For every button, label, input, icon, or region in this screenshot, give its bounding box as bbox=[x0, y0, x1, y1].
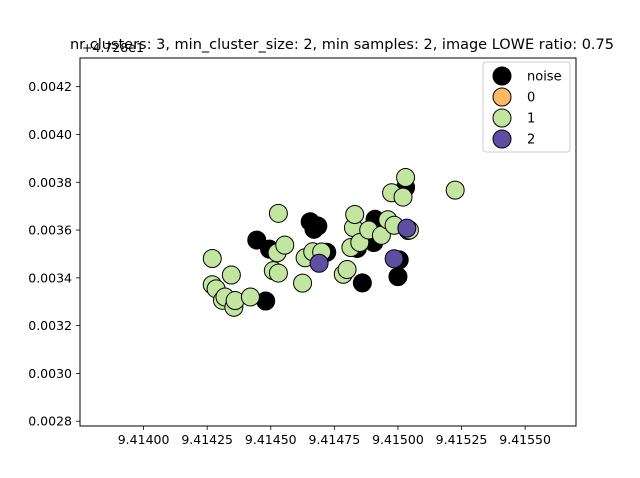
x-tick-label: 9.41500 bbox=[372, 432, 424, 447]
data-point-cluster-2 bbox=[384, 249, 404, 269]
y-tick-label: 0.0036 bbox=[28, 223, 72, 238]
data-point-cluster-1 bbox=[221, 265, 241, 285]
x-tick-label: 9.41400 bbox=[118, 432, 170, 447]
legend: noise 0 1 2 bbox=[482, 61, 571, 153]
data-point-cluster-1 bbox=[337, 259, 357, 279]
chart-title: nr clusters: 3, min_cluster_size: 2, min… bbox=[70, 37, 614, 53]
y-tick-label: 0.0030 bbox=[28, 366, 72, 381]
data-point-cluster-1 bbox=[445, 180, 465, 200]
data-point-cluster-1 bbox=[393, 187, 413, 207]
x-axis: 9.41400 9.41425 9.41450 9.41475 9.41500 9.415… bbox=[118, 426, 551, 447]
y-axis: 0.0028 0.0030 0.0032 0.0034 0.0036 0.0038 0.00… bbox=[28, 79, 80, 429]
y-axis-offset-label: +4.728e1 bbox=[82, 40, 144, 55]
data-point-cluster-2 bbox=[309, 253, 329, 273]
y-tick-label: 0.0040 bbox=[28, 127, 72, 142]
legend-marker-cluster-0 bbox=[492, 87, 512, 107]
legend-label: noise bbox=[527, 70, 562, 85]
legend-label: 1 bbox=[527, 112, 535, 127]
x-tick-label: 9.41550 bbox=[499, 432, 551, 447]
data-point-cluster-1 bbox=[268, 263, 288, 283]
x-tick-label: 9.41475 bbox=[309, 432, 361, 447]
data-point-cluster-1 bbox=[202, 248, 222, 268]
plot-border bbox=[79, 57, 577, 427]
y-tick-label: 0.0032 bbox=[28, 318, 72, 333]
data-point-noise bbox=[352, 273, 372, 293]
legend-label: 0 bbox=[527, 91, 535, 106]
legend-marker-noise bbox=[492, 66, 512, 86]
legend-label: 2 bbox=[527, 133, 535, 148]
data-point-cluster-1 bbox=[293, 273, 313, 293]
data-point-cluster-1 bbox=[396, 167, 416, 187]
data-point-cluster-1 bbox=[268, 203, 288, 223]
data-point-noise bbox=[308, 216, 328, 236]
data-point-cluster-2 bbox=[397, 218, 417, 238]
x-tick-label: 9.41425 bbox=[181, 432, 233, 447]
y-tick-label: 0.0034 bbox=[28, 270, 72, 285]
x-tick-label: 9.41450 bbox=[245, 432, 297, 447]
data-point-cluster-1 bbox=[345, 205, 365, 225]
y-tick-label: 0.0028 bbox=[28, 414, 72, 429]
data-point-cluster-1 bbox=[275, 235, 295, 255]
data-points bbox=[202, 167, 465, 317]
y-tick-label: 0.0042 bbox=[28, 79, 72, 94]
legend-marker-cluster-2 bbox=[492, 129, 512, 149]
x-tick-label: 9.41525 bbox=[436, 432, 488, 447]
data-point-noise bbox=[388, 267, 408, 287]
data-point-cluster-1 bbox=[240, 287, 260, 307]
y-tick-label: 0.0038 bbox=[28, 175, 72, 190]
legend-marker-cluster-1 bbox=[492, 108, 512, 128]
